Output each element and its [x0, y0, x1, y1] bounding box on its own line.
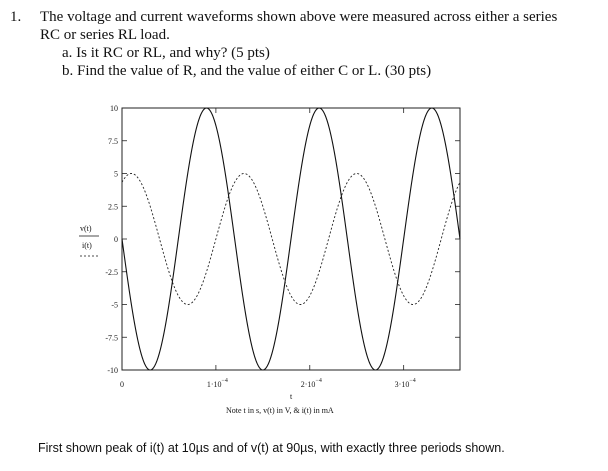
footer-caption: First shown peak of i(t) at 10µs and of … — [38, 441, 505, 455]
question-line-1: The voltage and current waveforms shown … — [40, 9, 558, 25]
y-tick-label: 5 — [114, 170, 118, 179]
x-tick-label: 3·10−4 — [395, 378, 416, 389]
chart-note: Note t in s, v(t) in V, & i(t) in mA — [226, 406, 334, 415]
y-tick-label: -10 — [107, 366, 118, 375]
legend-label-i: i(t) — [82, 241, 92, 250]
x-tick-label: 0 — [120, 380, 124, 389]
question-part-b: b. Find the value of R, and the value of… — [62, 63, 432, 79]
y-tick-label: 10 — [110, 104, 118, 113]
x-axis-label: t — [290, 392, 293, 401]
y-tick-label: -7.5 — [105, 333, 118, 342]
y-tick-label: -5 — [111, 301, 118, 310]
question-line-2: RC or series RL load. — [40, 27, 170, 43]
question-part-a: a. Is it RC or RL, and why? (5 pts) — [62, 45, 270, 61]
y-tick-label: 7.5 — [108, 137, 118, 146]
x-tick-label: 1·10−4 — [207, 378, 228, 389]
y-tick-label: -2.5 — [105, 268, 118, 277]
y-tick-label: 0 — [114, 235, 118, 244]
legend-label-v: v(t) — [80, 224, 92, 233]
series-line-i — [121, 173, 461, 305]
series-line-v — [121, 107, 461, 371]
y-tick-label: 2.5 — [108, 202, 118, 211]
x-tick-label: 2·10−4 — [301, 378, 322, 389]
question-number: 1. — [10, 9, 22, 25]
